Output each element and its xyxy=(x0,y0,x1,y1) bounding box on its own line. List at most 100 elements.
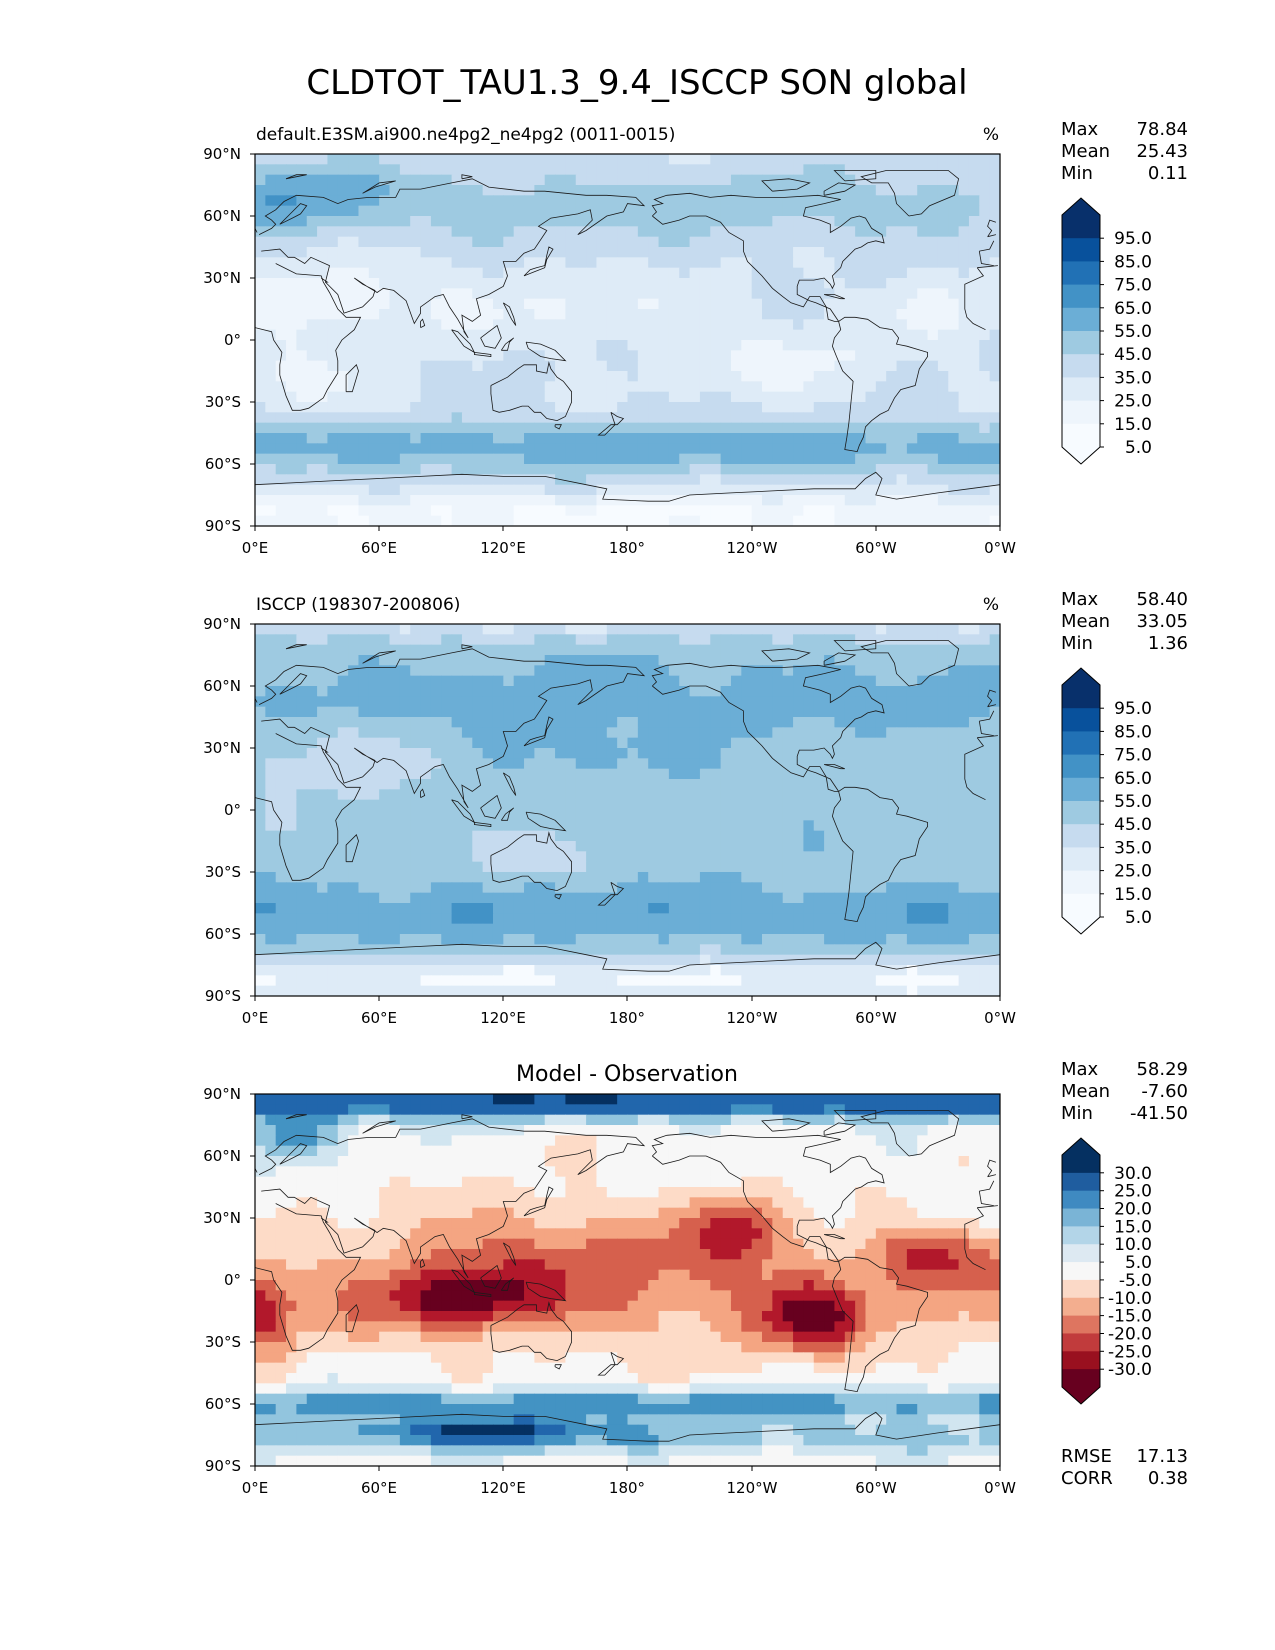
field-cell xyxy=(503,851,515,863)
field-cell xyxy=(648,257,660,269)
field-cell xyxy=(627,174,639,186)
field-cell xyxy=(606,789,618,801)
field-cell xyxy=(855,422,867,434)
field-cell xyxy=(472,841,484,852)
field-cell xyxy=(844,309,856,320)
field-cell xyxy=(379,686,391,697)
field-cell xyxy=(575,505,587,517)
field-cell xyxy=(772,474,784,486)
field-cell xyxy=(637,861,649,873)
field-cell xyxy=(958,892,970,904)
field-cell xyxy=(834,789,846,801)
field-cell xyxy=(968,267,980,279)
field-cell xyxy=(451,474,463,486)
field-cell xyxy=(399,402,411,413)
field-cell xyxy=(762,727,773,739)
field-cell xyxy=(803,830,815,842)
field-cell xyxy=(886,696,898,708)
field-cell xyxy=(451,226,463,238)
field-cell xyxy=(596,799,608,811)
field-cell xyxy=(627,841,639,852)
field-cell xyxy=(668,453,680,465)
field-cell xyxy=(482,329,494,341)
field-cell xyxy=(762,257,773,269)
field-cell xyxy=(699,696,711,708)
field-cell xyxy=(286,174,297,186)
field-cell xyxy=(596,205,608,217)
field-cell xyxy=(348,216,360,227)
field-cell xyxy=(689,371,701,382)
field-cell xyxy=(803,892,815,904)
field-cell xyxy=(937,195,949,207)
field-cell xyxy=(586,298,598,310)
field-cell xyxy=(824,892,836,904)
field-cell xyxy=(927,391,939,403)
field-cell xyxy=(762,164,773,176)
field-cell xyxy=(710,205,722,217)
field-cell xyxy=(482,464,494,475)
field-cell xyxy=(937,696,949,708)
field-cell xyxy=(379,371,391,382)
field-cell xyxy=(937,288,949,300)
field-cell xyxy=(544,644,556,656)
field-cell xyxy=(492,882,504,894)
field-cell xyxy=(834,686,846,697)
field-cell xyxy=(492,655,504,666)
field-cell xyxy=(989,696,1000,708)
field-cell xyxy=(989,882,1000,894)
field-cell xyxy=(741,309,753,320)
field-cell xyxy=(668,727,680,739)
field-cell xyxy=(492,675,504,687)
field-cell xyxy=(327,371,339,382)
field-cell xyxy=(813,433,825,444)
field-cell xyxy=(513,195,525,207)
field-cell xyxy=(286,779,297,790)
field-cell xyxy=(472,360,484,372)
field-cell xyxy=(710,686,722,697)
field-cell xyxy=(337,174,349,186)
field-cell xyxy=(358,350,370,362)
field-cell xyxy=(772,882,784,894)
field-cell xyxy=(668,391,680,403)
field-cell xyxy=(637,944,649,956)
field-cell xyxy=(348,923,360,935)
field-cell xyxy=(906,644,918,656)
field-cell xyxy=(327,748,339,759)
field-cell xyxy=(348,696,360,708)
field-cell xyxy=(306,892,318,904)
field-cell xyxy=(689,474,701,486)
field-cell xyxy=(430,412,442,424)
coastline-segment xyxy=(833,170,877,182)
field-cell xyxy=(958,820,970,832)
field-cell xyxy=(648,247,660,258)
field-cell xyxy=(565,350,577,362)
field-cell xyxy=(720,624,732,635)
field-cell xyxy=(762,737,773,749)
field-cell xyxy=(451,799,463,811)
field-cell xyxy=(606,665,618,677)
field-cell xyxy=(927,185,939,196)
field-cell xyxy=(524,841,535,852)
field-cell xyxy=(275,779,287,790)
field-cell xyxy=(482,185,494,196)
field-cell xyxy=(472,737,484,749)
field-cell xyxy=(513,174,525,186)
field-cell xyxy=(958,799,970,811)
field-cell xyxy=(379,267,391,279)
field-cell xyxy=(348,841,360,852)
field-cell xyxy=(420,247,432,258)
field-cell xyxy=(648,934,660,945)
field-cell xyxy=(751,810,763,821)
field-cell xyxy=(834,830,846,842)
field-cell xyxy=(917,644,929,656)
field-cell xyxy=(306,443,318,455)
field-cell xyxy=(699,236,711,248)
field-cell xyxy=(555,236,567,248)
field-cell xyxy=(524,706,535,718)
field-cell xyxy=(565,278,577,289)
field-cell xyxy=(979,298,991,310)
field-cell xyxy=(348,892,360,904)
field-cell xyxy=(979,205,991,217)
field-cell xyxy=(575,934,587,945)
field-cell xyxy=(658,655,670,666)
